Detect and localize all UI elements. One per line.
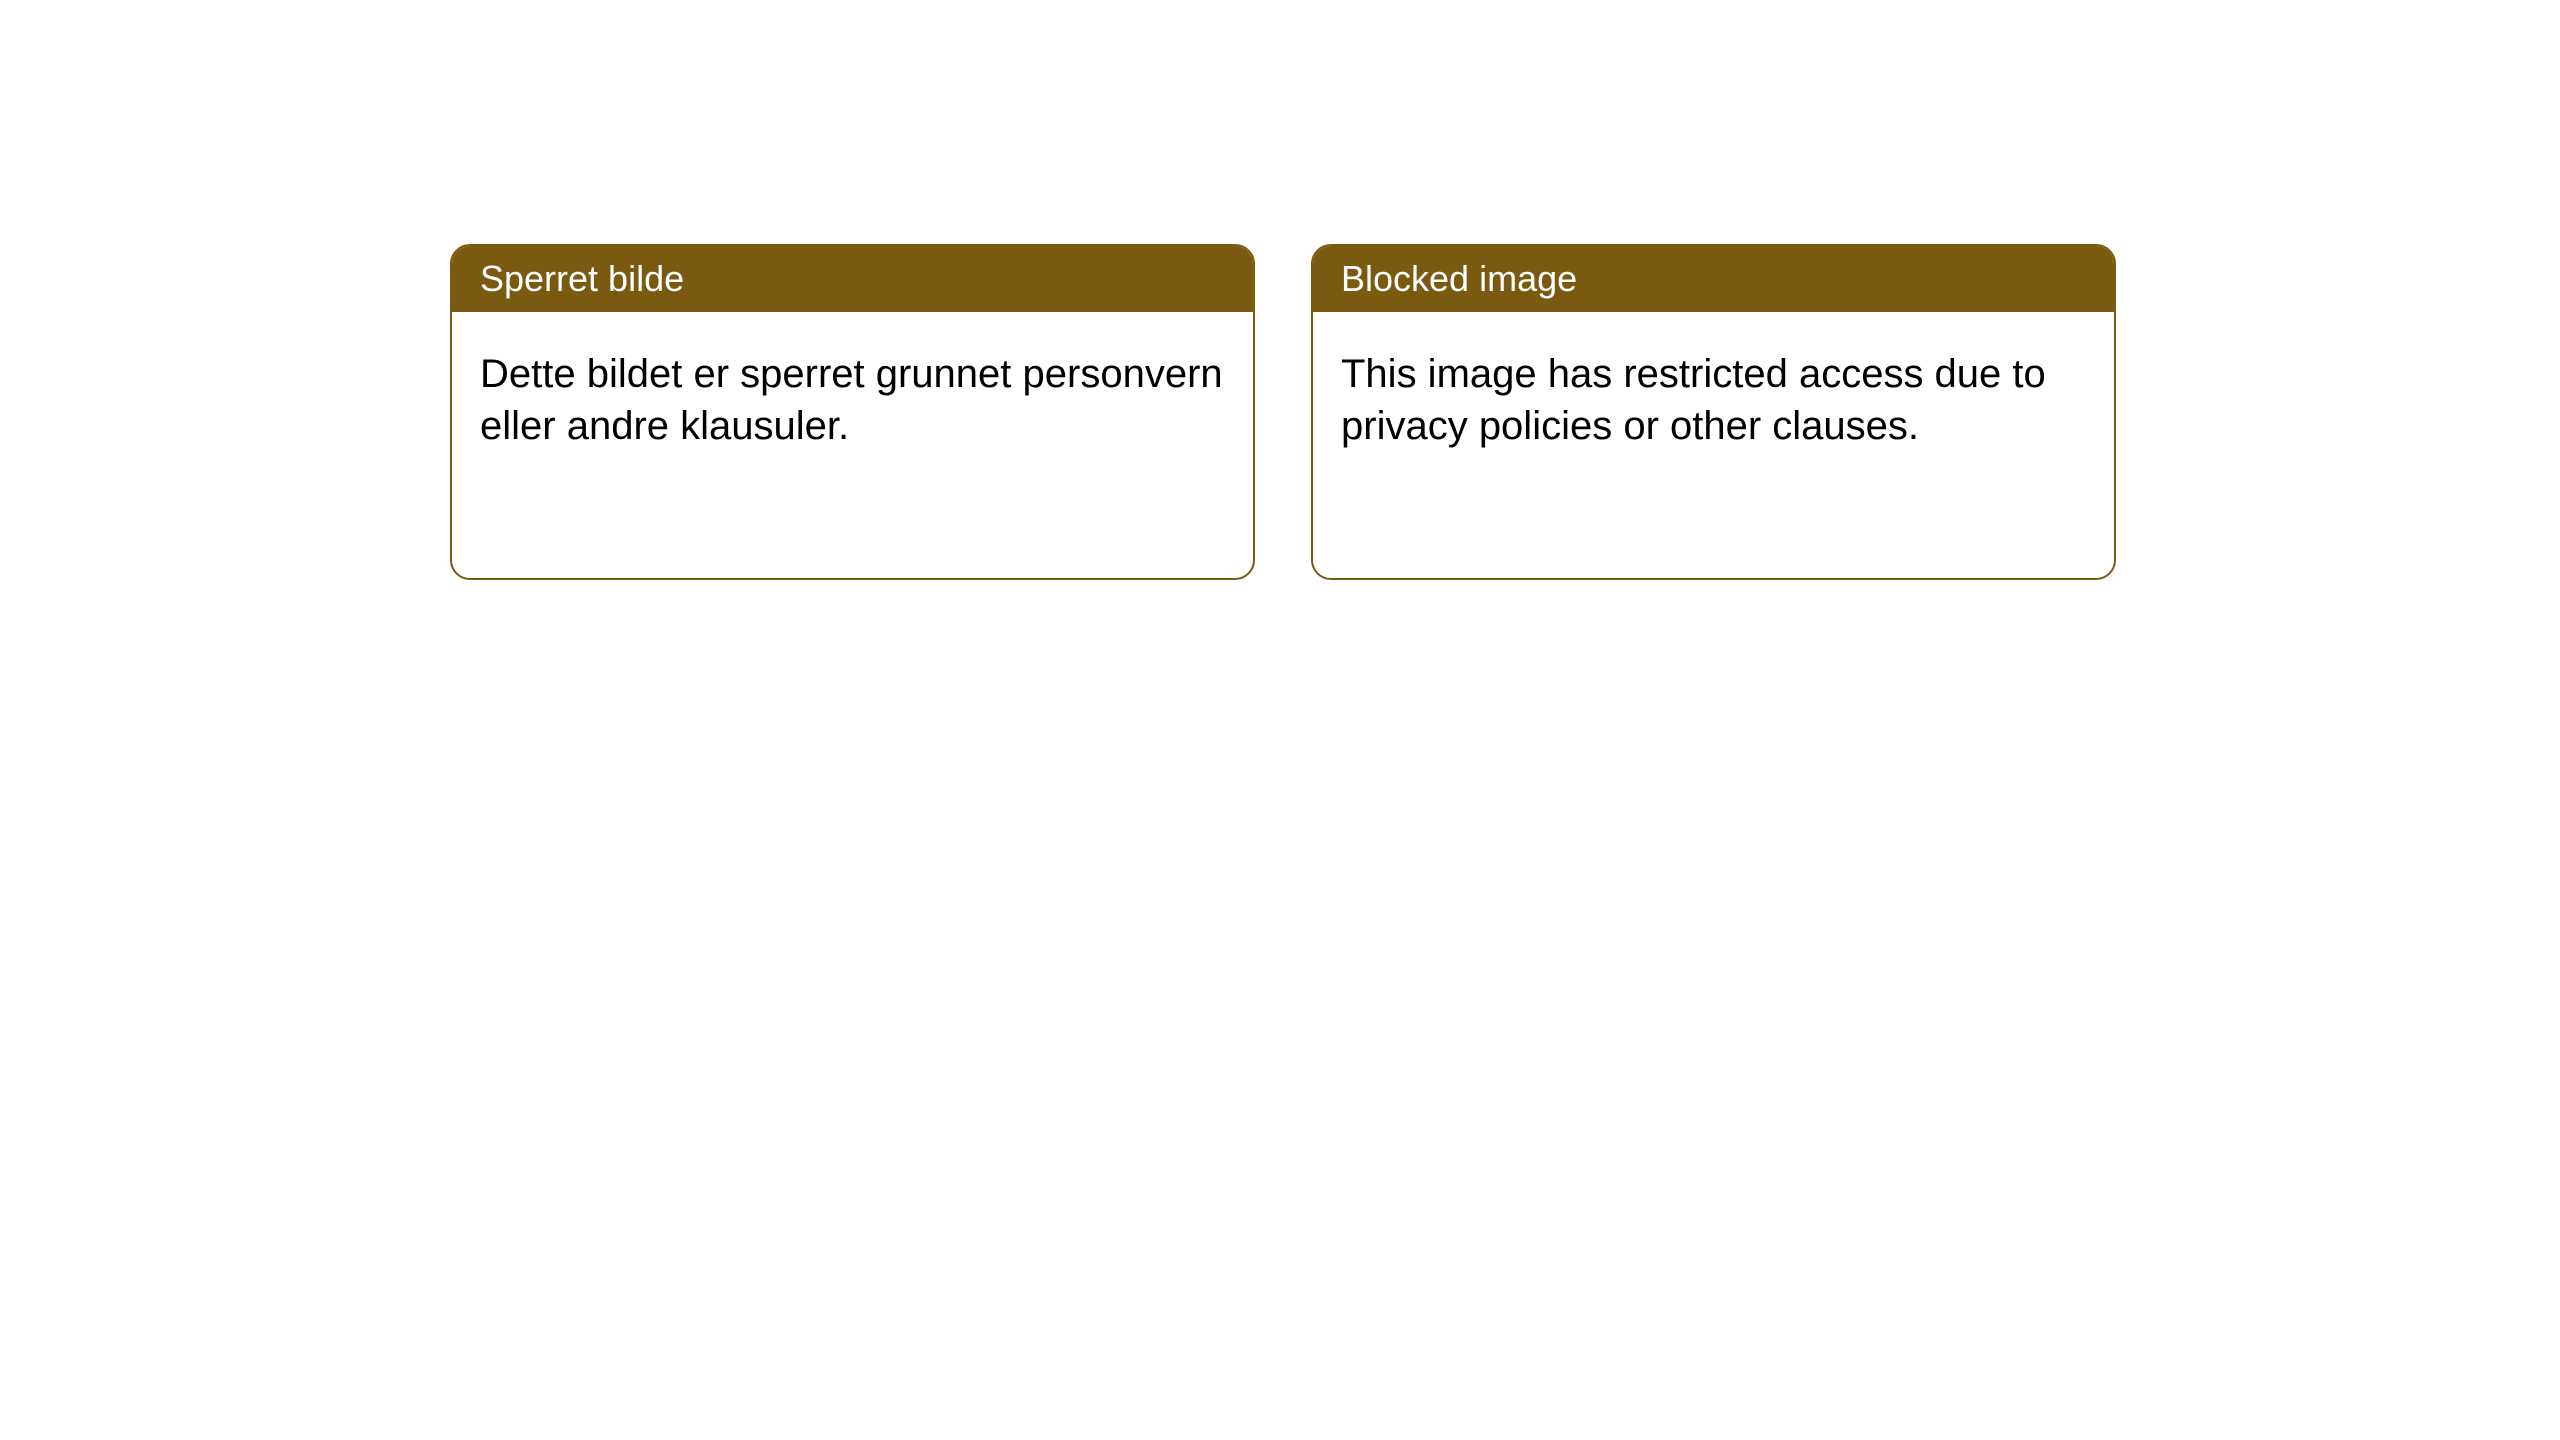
card-body-text: Dette bildet er sperret grunnet personve… [480, 352, 1223, 448]
card-body-text: This image has restricted access due to … [1341, 352, 2046, 448]
card-title: Blocked image [1341, 258, 1577, 299]
notice-cards-container: Sperret bilde Dette bildet er sperret gr… [0, 0, 2560, 580]
card-title: Sperret bilde [480, 258, 684, 299]
blocked-image-card-english: Blocked image This image has restricted … [1311, 244, 2116, 580]
card-header: Blocked image [1313, 246, 2114, 312]
card-body: Dette bildet er sperret grunnet personve… [452, 312, 1253, 488]
card-body: This image has restricted access due to … [1313, 312, 2114, 488]
blocked-image-card-norwegian: Sperret bilde Dette bildet er sperret gr… [450, 244, 1255, 580]
card-header: Sperret bilde [452, 246, 1253, 312]
